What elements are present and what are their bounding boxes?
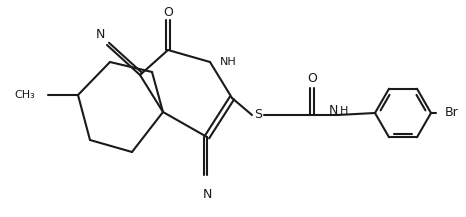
Text: Br: Br xyxy=(445,107,459,120)
Text: CH₃: CH₃ xyxy=(14,90,35,100)
Text: S: S xyxy=(254,108,262,122)
Text: O: O xyxy=(163,5,173,18)
Text: H: H xyxy=(340,106,348,116)
Text: NH: NH xyxy=(220,57,237,67)
Text: O: O xyxy=(307,72,317,85)
Text: N: N xyxy=(202,187,212,201)
Text: N: N xyxy=(329,105,338,117)
Text: N: N xyxy=(96,28,105,41)
